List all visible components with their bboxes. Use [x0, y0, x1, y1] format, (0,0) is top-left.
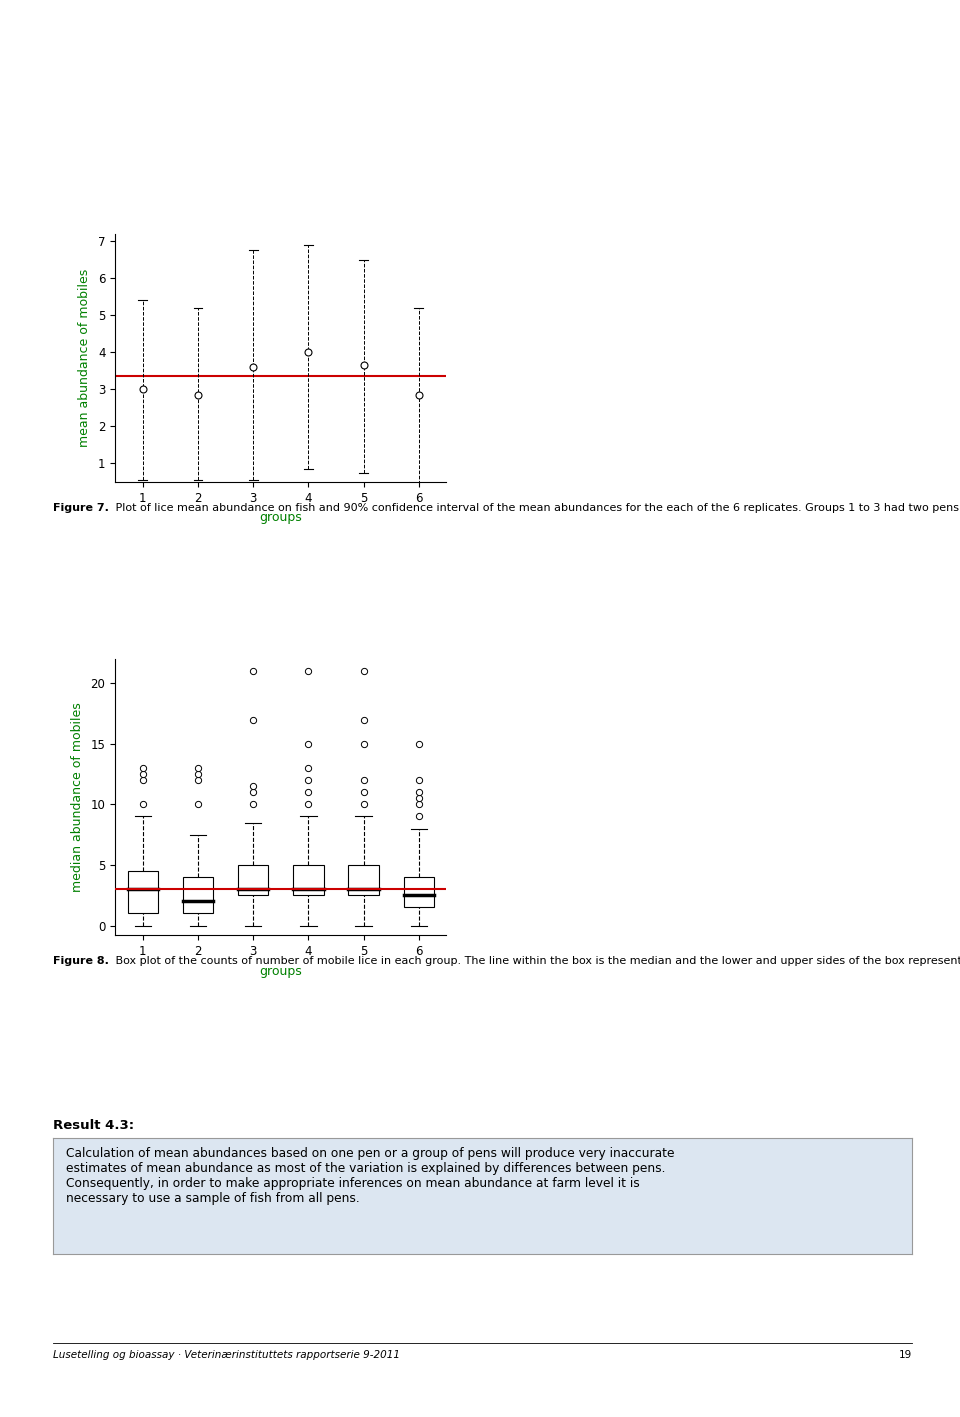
X-axis label: groups: groups [259, 512, 302, 524]
Bar [128, 871, 158, 914]
X-axis label: groups: groups [259, 965, 302, 978]
Y-axis label: median abundance of mobiles: median abundance of mobiles [71, 703, 84, 891]
Bar [293, 864, 324, 896]
Text: Plot of lice mean abundance on fish and 90% confidence interval of the mean abun: Plot of lice mean abundance on fish and … [112, 503, 960, 513]
Text: Figure 8.: Figure 8. [53, 956, 108, 966]
Bar [182, 877, 213, 914]
Bar [348, 864, 379, 896]
Bar [403, 877, 434, 907]
Text: Box plot of the counts of number of mobile lice in each group. The line within t: Box plot of the counts of number of mobi… [112, 956, 960, 966]
Bar [238, 864, 269, 896]
Text: Figure 7.: Figure 7. [53, 503, 108, 513]
Text: Calculation of mean abundances based on one pen or a group of pens will produce : Calculation of mean abundances based on … [65, 1148, 674, 1204]
Y-axis label: mean abundance of mobiles: mean abundance of mobiles [78, 269, 91, 446]
Text: 19: 19 [899, 1350, 912, 1360]
Text: Lusetelling og bioassay · Veterinærinstituttets rapportserie 9-2011: Lusetelling og bioassay · Veterinærinsti… [53, 1350, 399, 1360]
Text: Result 4.3:: Result 4.3: [53, 1119, 134, 1132]
